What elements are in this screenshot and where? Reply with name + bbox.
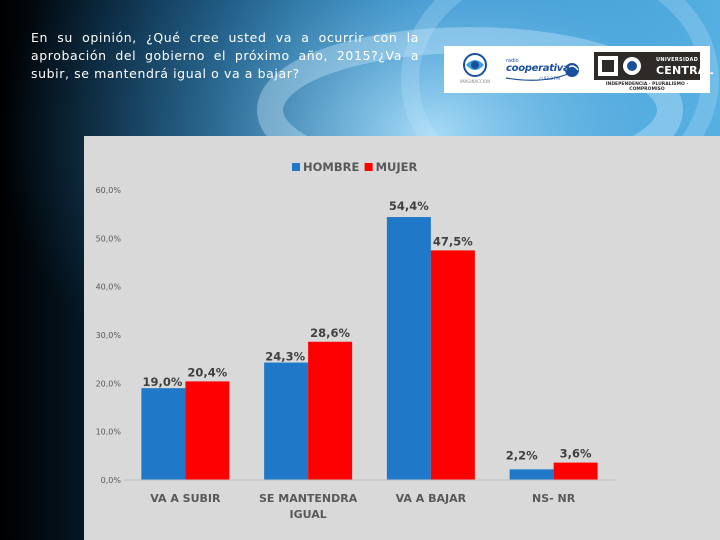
data-label-hombre-4: 2,2% [506,448,538,462]
legend-swatch-hombre [292,163,300,171]
legend-label-hombre: HOMBRE [303,160,359,174]
logo-3-line1: UNIVERSIDAD [656,57,699,63]
data-label-mujer-2: 28,6% [310,326,350,340]
y-tick-label: 40,0% [96,283,122,292]
bar-mujer-3 [430,250,475,480]
cooperativa-logo [505,63,579,81]
category-label: SE MANTENDRA [259,492,358,505]
bar-mujer-4 [553,462,598,480]
y-tick-label: 10,0% [96,428,122,437]
question-text: En su opinión, ¿Qué cree usted va a ocur… [31,30,419,81]
university-crest-icon [598,56,641,76]
legend-label-mujer: MUJER [376,160,418,174]
bar-mujer-2 [308,341,353,480]
bar-hombre-1 [141,388,186,480]
logo-3-motto: INDEPENDENCIA · PLURALISMO · COMPROMISO [605,82,689,92]
logo-1-text: IMAGINACCION [459,79,491,84]
data-label-mujer-1: 20,4% [187,365,227,379]
universidad-central-logo [594,52,700,80]
category-label: IGUAL [290,508,327,521]
y-tick-label: 60,0% [96,186,122,195]
bar-hombre-2 [264,362,309,480]
logos-banner: IMAGINACCION radio cooperativa .cl 93.3 … [444,46,714,93]
legend-swatch-mujer [364,163,373,171]
y-tick-label: 20,0% [96,379,122,388]
data-label-hombre-1: 19,0% [142,375,182,389]
category-label: VA A SUBIR [150,492,221,505]
logo-2-main: cooperativa [506,63,570,74]
data-label-hombre-2: 24,3% [265,350,305,364]
imaginaccion-logo [463,53,487,77]
bar-mujer-1 [185,381,230,480]
category-label: NS- NR [532,492,576,505]
y-tick-label: 30,0% [96,331,122,340]
data-label-mujer-3: 47,5% [433,234,473,248]
data-label-hombre-3: 54,4% [389,199,429,213]
data-label-mujer-4: 3,6% [560,447,592,461]
logo-2-sub: .cl 93.3 FM [538,76,560,81]
category-label: VA A BAJAR [396,492,467,505]
bar-hombre-3 [386,217,431,481]
y-tick-label: 0,0% [101,476,122,485]
y-tick-label: 50,0% [96,234,122,243]
logo-3-line2: CENTRAL [656,64,714,77]
logo-2-top: radio [506,58,519,64]
bar-hombre-4 [509,469,554,480]
